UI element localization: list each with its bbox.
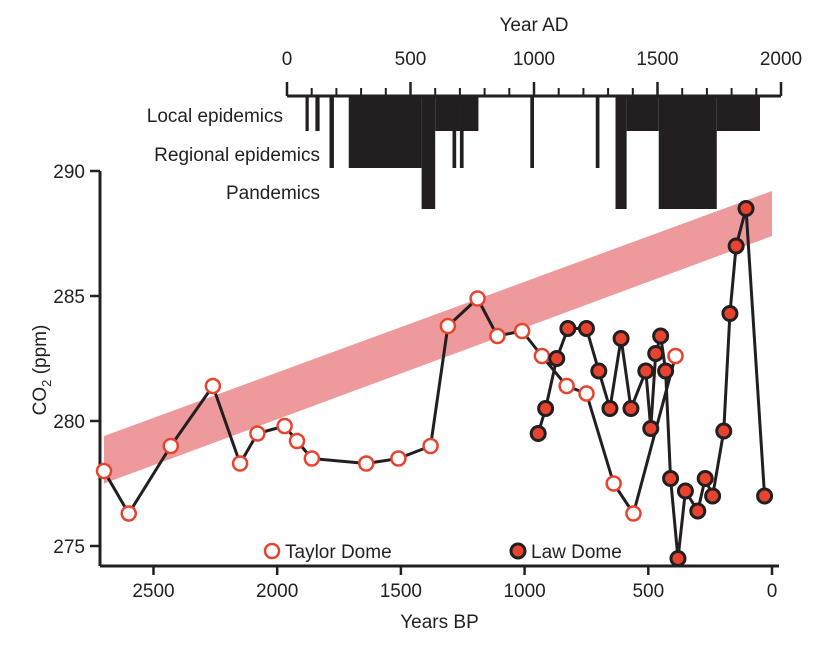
epidemic-row-label: Pandemics xyxy=(226,183,320,204)
data-point xyxy=(276,417,293,435)
data-point xyxy=(721,305,739,322)
epidemic-band-1 xyxy=(315,96,320,131)
epidemic-band-2 xyxy=(329,96,334,168)
epidemic-row-label: Local epidemics xyxy=(147,106,283,127)
data-point xyxy=(625,505,642,522)
y-tick-label: 285 xyxy=(53,287,85,308)
epidemic-band-12 xyxy=(658,96,717,209)
y-tick-label: 275 xyxy=(53,537,85,558)
top-axis-title: Year AD xyxy=(499,15,568,36)
epidemic-band-9 xyxy=(595,96,600,168)
epidemic-band-13 xyxy=(716,96,761,131)
data-point xyxy=(612,330,630,347)
data-point xyxy=(601,400,619,417)
epidemic-band-11 xyxy=(626,96,659,131)
x-axis-title: Years BP xyxy=(400,612,479,633)
x-tick-label: 500 xyxy=(632,581,664,602)
data-point xyxy=(489,327,506,345)
data-point xyxy=(590,362,608,380)
legend-label: Taylor Dome xyxy=(285,542,392,563)
data-point xyxy=(358,455,375,472)
data-point xyxy=(578,385,595,402)
data-point xyxy=(642,420,660,437)
data-point xyxy=(95,462,113,480)
epidemic-band-4 xyxy=(421,96,436,209)
data-point xyxy=(231,455,249,472)
x-tick-label: 1500 xyxy=(380,581,422,602)
epidemic-band-0 xyxy=(305,96,309,131)
data-point xyxy=(390,450,407,467)
data-point xyxy=(667,347,684,365)
data-point xyxy=(533,347,551,365)
top-tick-label: 1000 xyxy=(513,49,555,70)
epidemic-bands-layer xyxy=(305,96,761,209)
data-point xyxy=(704,487,722,505)
data-point xyxy=(204,377,222,395)
trend-band xyxy=(104,191,772,484)
legend-marker xyxy=(263,542,281,560)
data-point xyxy=(622,400,640,417)
text-layer: Local epidemics Regional epidemics Pandemi… xyxy=(30,15,802,633)
data-point xyxy=(756,487,774,505)
x-tick-label: 1000 xyxy=(503,581,545,602)
data-point xyxy=(249,425,266,442)
x-tick-label: 2500 xyxy=(132,581,174,602)
top-tick-label: 1500 xyxy=(636,49,678,70)
data-point xyxy=(559,320,577,337)
data-point xyxy=(120,505,137,522)
data-point xyxy=(689,502,707,520)
data-point xyxy=(669,550,687,567)
data-point xyxy=(737,200,755,217)
data-point xyxy=(162,437,180,455)
data-point xyxy=(439,317,457,335)
top-tick-label: 500 xyxy=(395,49,427,70)
data-point xyxy=(513,322,531,340)
epidemic-band-8 xyxy=(530,96,534,168)
x-tick-label: 0 xyxy=(767,581,778,602)
data-point xyxy=(529,425,547,442)
data-point xyxy=(469,290,486,307)
data-point xyxy=(537,400,555,417)
epidemic-row-label: Regional epidemics xyxy=(154,145,320,166)
legend-marker xyxy=(509,542,527,560)
x-tick-label: 2000 xyxy=(256,581,298,602)
data-point xyxy=(303,450,321,467)
data-point xyxy=(605,475,622,492)
epidemic-band-10 xyxy=(615,96,627,209)
data-point xyxy=(652,327,670,345)
epidemic-band-6 xyxy=(452,96,457,168)
series-layer xyxy=(95,200,774,567)
data-point xyxy=(676,482,694,500)
data-point xyxy=(558,377,575,395)
y-axis-title: CO2 (ppm) xyxy=(30,325,54,416)
data-point xyxy=(662,470,680,487)
data-point xyxy=(637,362,655,380)
data-point xyxy=(422,437,439,455)
epidemic-band-7 xyxy=(459,96,464,168)
data-point xyxy=(696,470,714,487)
y-tick-label: 280 xyxy=(53,412,85,433)
trend-band-layer xyxy=(104,191,772,484)
epidemic-band-5 xyxy=(435,96,479,131)
top-tick-label: 0 xyxy=(282,49,293,70)
data-point xyxy=(657,362,675,380)
data-point xyxy=(727,237,745,255)
axes-layer xyxy=(90,82,783,575)
data-point xyxy=(715,422,733,440)
epidemic-band-3 xyxy=(348,96,422,168)
legend-label: Law Dome xyxy=(531,542,622,563)
data-point xyxy=(288,432,306,450)
data-point xyxy=(577,320,595,337)
data-point xyxy=(548,350,566,367)
data-point xyxy=(647,345,665,362)
top-tick-label: 2000 xyxy=(760,49,802,70)
y-tick-label: 290 xyxy=(53,162,85,183)
series-line-0 xyxy=(102,297,677,515)
